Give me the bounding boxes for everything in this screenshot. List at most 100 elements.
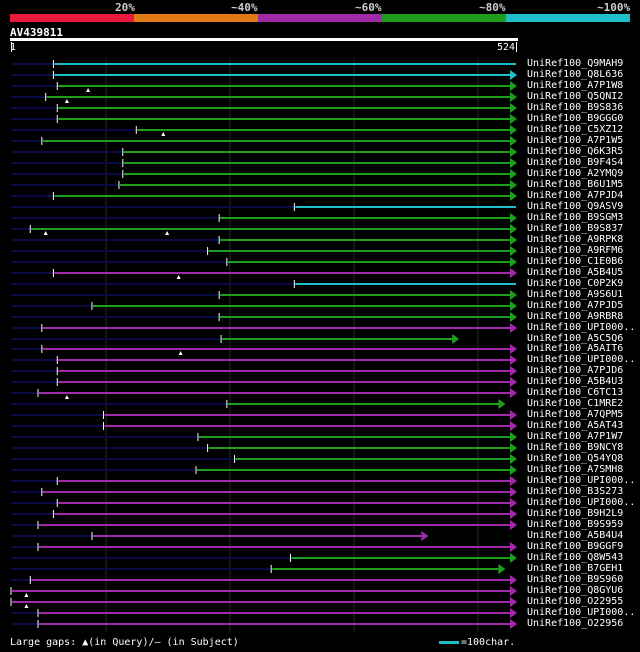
hit-label[interactable]: UniRef100_A5B4U4 bbox=[527, 530, 624, 541]
scale-key-label: =100char. bbox=[461, 637, 516, 648]
query-sequence-bar bbox=[10, 38, 518, 41]
hit-label[interactable]: UniRef100_B3S273 bbox=[527, 486, 624, 497]
hit-label[interactable]: UniRef100_Q9ASV9 bbox=[527, 201, 624, 212]
hit-label[interactable]: UniRef100_Q8L636 bbox=[527, 69, 624, 80]
hit-label[interactable]: UniRef100_B7GEH1 bbox=[527, 563, 624, 574]
hit-arrow-head bbox=[510, 476, 517, 486]
hit-label[interactable]: UniRef100_A5B4U5 bbox=[527, 267, 624, 278]
gap-legend: Large gaps: ▲(in Query)/— (in Subject) bbox=[10, 637, 239, 648]
hit-label[interactable]: UniRef100_B9NCY8 bbox=[527, 442, 624, 453]
hit-label[interactable]: UniRef100_C6TC13 bbox=[527, 387, 624, 398]
hit-arrow-head bbox=[510, 575, 517, 585]
ruler-start-label: 1 bbox=[10, 42, 17, 53]
hit-label[interactable]: UniRef100_A7SMH8 bbox=[527, 464, 624, 475]
hit-arrow-head bbox=[510, 586, 517, 596]
hit-label[interactable]: UniRef100_A7PJD4 bbox=[527, 190, 624, 201]
hit-label[interactable]: UniRef100_A9RFM6 bbox=[527, 245, 624, 256]
hit-label[interactable]: UniRef100_C0P2K9 bbox=[527, 278, 624, 289]
hit-arrow-head bbox=[510, 268, 517, 278]
legend-label: ~40% bbox=[231, 1, 258, 14]
hit-label[interactable]: UniRef100_A9RBR8 bbox=[527, 311, 624, 322]
hit-label[interactable]: UniRef100_A7P1W7 bbox=[527, 431, 624, 442]
hit-arrow-head bbox=[510, 619, 517, 629]
hit-label[interactable]: UniRef100_A5C5Q6 bbox=[527, 333, 624, 344]
hit-label[interactable]: UniRef100_UPI000.. bbox=[527, 497, 636, 508]
hit-label[interactable]: UniRef100_B6U1M5 bbox=[527, 179, 624, 190]
ruler-start-tick bbox=[11, 42, 12, 52]
hit-label[interactable]: UniRef100_Q5QNI2 bbox=[527, 91, 624, 102]
hit-arrow-head bbox=[510, 213, 517, 223]
hit-arrow-head bbox=[510, 312, 517, 322]
hit-label[interactable]: UniRef100_A5B4U3 bbox=[527, 376, 624, 387]
hit-arrow-head bbox=[510, 103, 517, 113]
hit-label[interactable]: UniRef100_A9S6U1 bbox=[527, 289, 624, 300]
hit-label[interactable]: UniRef100_O22955 bbox=[527, 596, 624, 607]
hit-label[interactable]: UniRef100_A7P1W8 bbox=[527, 80, 624, 91]
hit-arrow-head bbox=[510, 136, 517, 146]
hit-arrow-head bbox=[510, 421, 517, 431]
hit-label[interactable]: UniRef100_C1MRE2 bbox=[527, 398, 624, 409]
hit-label[interactable]: UniRef100_UPI000.. bbox=[527, 475, 636, 486]
hit-label[interactable]: UniRef100_A5AIT6 bbox=[527, 343, 624, 354]
hit-label[interactable]: UniRef100_A5AT43 bbox=[527, 420, 624, 431]
hit-label[interactable]: UniRef100_A7PJD6 bbox=[527, 365, 624, 376]
query-gap-marker bbox=[24, 593, 29, 597]
legend-label: ~100% bbox=[597, 1, 631, 14]
hit-label[interactable]: UniRef100_Q8W543 bbox=[527, 552, 624, 563]
hit-arrow-head bbox=[510, 235, 517, 245]
hit-arrow-head bbox=[510, 114, 517, 124]
query-gap-marker bbox=[165, 231, 170, 235]
hit-label[interactable]: UniRef100_A2YMQ9 bbox=[527, 168, 624, 179]
hit-arrow-head bbox=[510, 323, 517, 333]
hit-label[interactable]: UniRef100_Q6K3R5 bbox=[527, 146, 624, 157]
hit-arrow-head bbox=[510, 147, 517, 157]
hit-arrow-head bbox=[510, 498, 517, 508]
hit-label[interactable]: UniRef100_UPI000.. bbox=[527, 322, 636, 333]
legend-segment bbox=[134, 14, 258, 22]
hit-arrow-head bbox=[510, 92, 517, 102]
hit-arrow-head bbox=[510, 301, 517, 311]
hit-label[interactable]: UniRef100_B9GGF9 bbox=[527, 541, 624, 552]
hit-label[interactable]: UniRef100_B9H2L9 bbox=[527, 508, 624, 519]
hit-label[interactable]: UniRef100_UPI000.. bbox=[527, 607, 636, 618]
hit-arrow-head bbox=[510, 180, 517, 190]
ruler-end-tick bbox=[516, 42, 517, 52]
hit-label[interactable]: UniRef100_C5XZ12 bbox=[527, 124, 624, 135]
hit-label[interactable]: UniRef100_Q9MAH9 bbox=[527, 58, 624, 69]
hit-label[interactable]: UniRef100_B9S959 bbox=[527, 519, 624, 530]
hit-label[interactable]: UniRef100_UPI000.. bbox=[527, 354, 636, 365]
hit-label[interactable]: UniRef100_Q54YQ8 bbox=[527, 453, 624, 464]
hit-label[interactable]: UniRef100_A7QPM5 bbox=[527, 409, 624, 420]
hit-arrow-head bbox=[510, 520, 517, 530]
legend-segment bbox=[506, 14, 630, 22]
hit-label[interactable]: UniRef100_A7P1W5 bbox=[527, 135, 624, 146]
legend-label: ~80% bbox=[479, 1, 506, 14]
hit-arrow-head bbox=[510, 410, 517, 420]
query-gap-marker bbox=[64, 99, 69, 103]
hit-arrow-head bbox=[510, 290, 517, 300]
hit-label[interactable]: UniRef100_O22956 bbox=[527, 618, 624, 629]
scale-key: =100char. bbox=[439, 637, 515, 648]
hit-arrow-head bbox=[421, 531, 429, 541]
hit-label[interactable]: UniRef100_B9S960 bbox=[527, 574, 624, 585]
hit-label[interactable]: UniRef100_B9F4S4 bbox=[527, 157, 624, 168]
hit-arrow-head bbox=[510, 191, 517, 201]
hit-label[interactable]: UniRef100_B9SGM3 bbox=[527, 212, 624, 223]
hit-arrow-head bbox=[510, 443, 517, 453]
hit-label[interactable]: UniRef100_B9GGG0 bbox=[527, 113, 624, 124]
hit-label[interactable]: UniRef100_B9S836 bbox=[527, 102, 624, 113]
hit-label[interactable]: UniRef100_B9S837 bbox=[527, 223, 624, 234]
hit-label[interactable]: UniRef100_Q8GYU6 bbox=[527, 585, 624, 596]
hit-arrow-head bbox=[510, 454, 517, 464]
hit-label[interactable]: UniRef100_C1E0B6 bbox=[527, 256, 624, 267]
query-gap-marker bbox=[178, 351, 183, 355]
hit-label[interactable]: UniRef100_A7PJD5 bbox=[527, 300, 624, 311]
hit-arrow-head bbox=[498, 399, 506, 409]
hit-arrow-head bbox=[510, 487, 517, 497]
query-gap-marker bbox=[24, 604, 29, 608]
legend-label: ~60% bbox=[355, 1, 382, 14]
hit-arrow-head bbox=[510, 509, 517, 519]
hit-arrow-head bbox=[510, 465, 517, 475]
hit-label[interactable]: UniRef100_A9RPK8 bbox=[527, 234, 624, 245]
